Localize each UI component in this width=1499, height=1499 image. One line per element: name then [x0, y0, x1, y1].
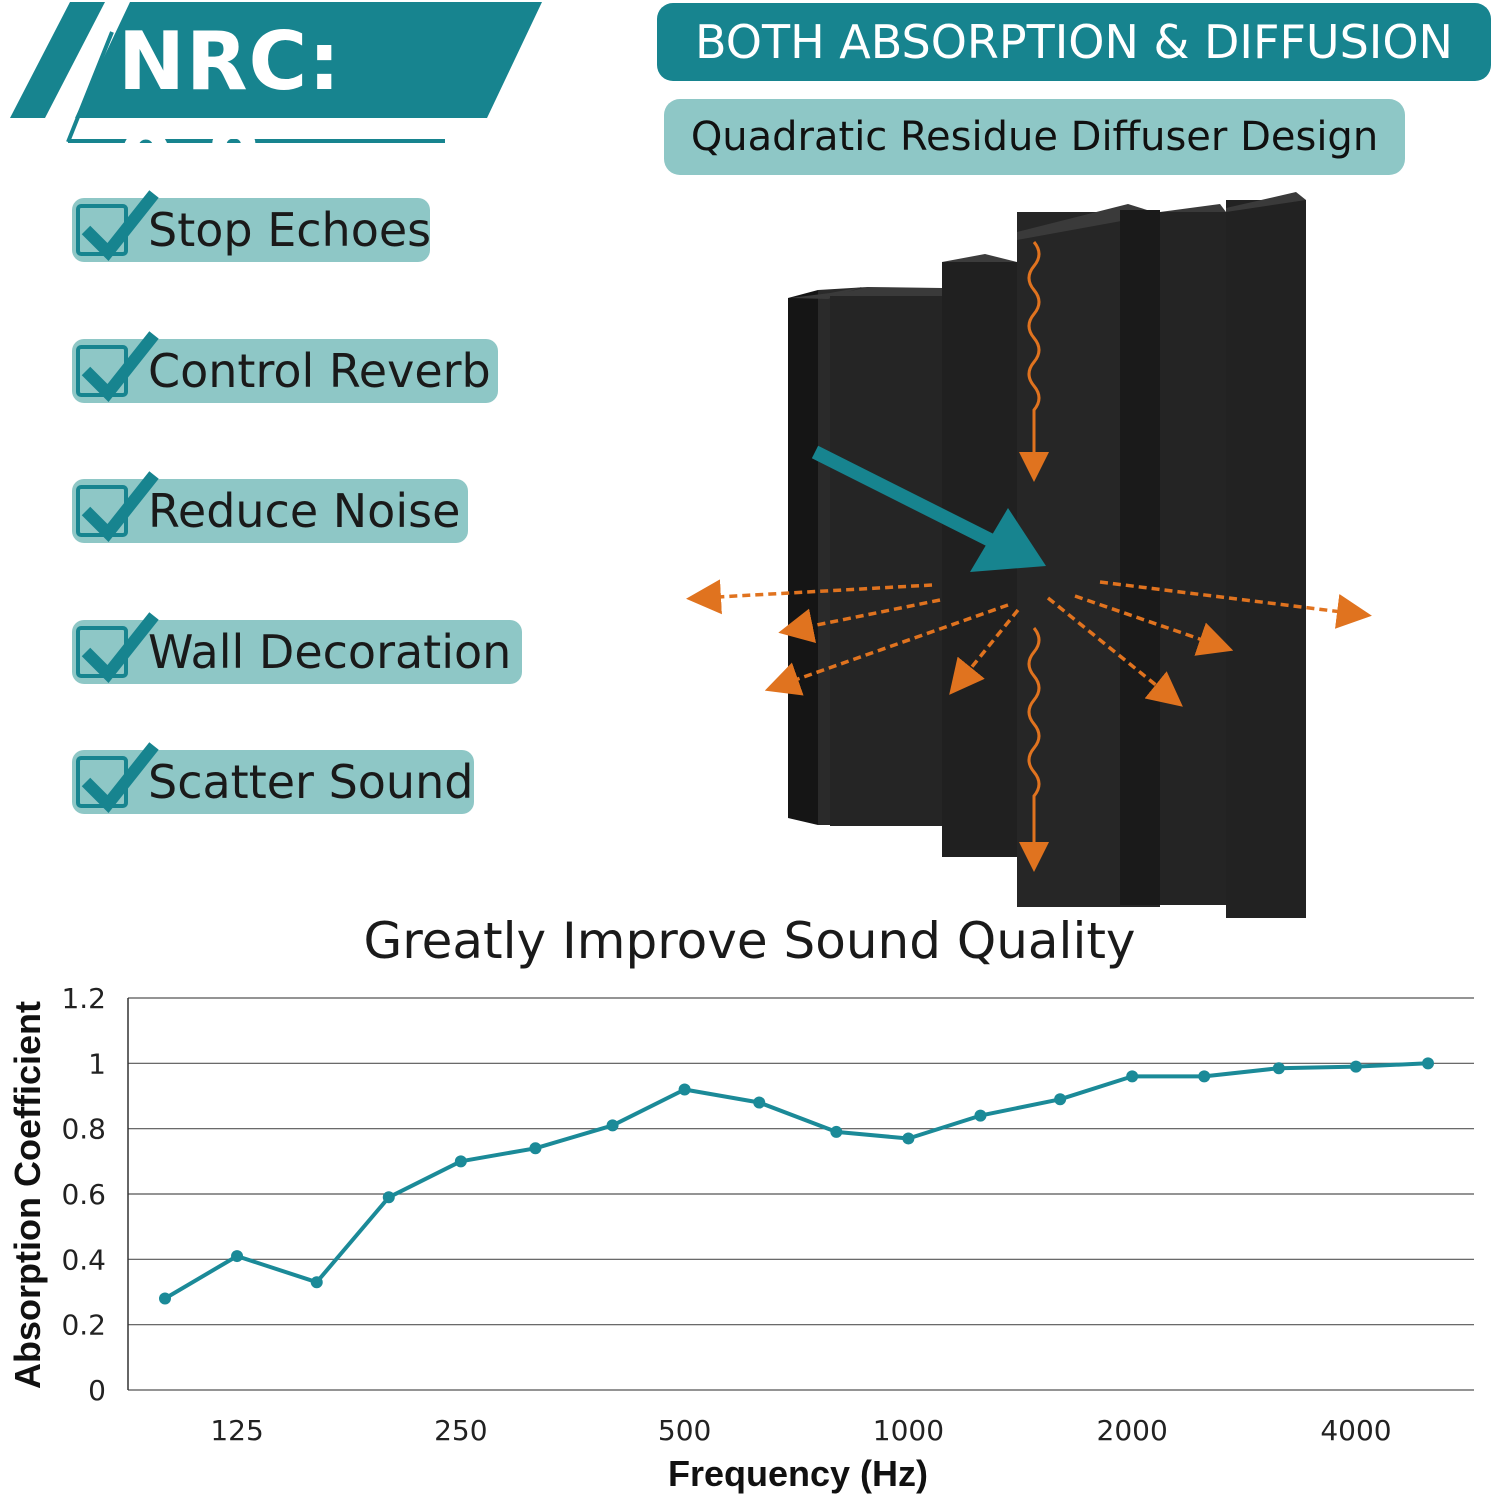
- data-point: [606, 1119, 619, 1132]
- checkbox-check-icon: [81, 612, 159, 684]
- data-point: [1198, 1070, 1211, 1083]
- x-tick-label: 1000: [873, 1414, 944, 1447]
- absorption-wave-top: [1019, 241, 1049, 482]
- absorption-series-line: [163, 1061, 1429, 1301]
- data-point: [529, 1142, 542, 1155]
- feature-label: Stop Echoes: [148, 203, 432, 257]
- subheadline-badge: Quadratic Residue Diffuser Design: [664, 99, 1405, 175]
- data-point: [753, 1096, 766, 1109]
- data-point: [382, 1191, 395, 1204]
- y-tick-labels: 0 0.2 0.4 0.6 0.8 1 1.2: [61, 982, 106, 1407]
- y-tick-label: 0.2: [61, 1309, 106, 1342]
- data-point: [1126, 1070, 1139, 1083]
- data-point: [1422, 1057, 1434, 1070]
- y-tick-label: 1.2: [61, 982, 106, 1015]
- checkbox-check-icon: [81, 190, 159, 262]
- x-tick-label: 2000: [1097, 1414, 1168, 1447]
- foam-panel: [788, 192, 1306, 918]
- checkbox-check-icon: [81, 331, 159, 403]
- x-tick-label: 125: [210, 1414, 263, 1447]
- incident-sound-arrow-icon: [811, 445, 1046, 572]
- y-tick-label: 0.8: [61, 1113, 106, 1146]
- y-tick-label: 0.6: [61, 1178, 106, 1211]
- data-point: [159, 1292, 171, 1305]
- x-tick-labels: 125 250 500 1000 2000 4000: [210, 1414, 1391, 1447]
- feature-label: Scatter Sound: [148, 755, 474, 809]
- data-point: [310, 1276, 323, 1289]
- chart-title: Greatly Improve Sound Quality: [363, 912, 1136, 970]
- x-axis-label: Frequency (Hz): [668, 1453, 928, 1494]
- checkbox-check-icon: [81, 471, 159, 543]
- banner-stripe: [10, 2, 105, 118]
- feature-label: Control Reverb: [148, 344, 491, 398]
- data-point: [830, 1125, 843, 1138]
- diffusion-arrows: [686, 579, 1372, 707]
- data-point: [974, 1109, 987, 1122]
- banner-accent-line: [66, 31, 114, 143]
- feature-label: Wall Decoration: [148, 625, 512, 679]
- data-point: [902, 1132, 915, 1145]
- nrc-banner: [10, 2, 542, 143]
- chart-gridlines: [128, 997, 1474, 1391]
- diffuser-panel-illustration: [686, 192, 1372, 918]
- data-point: [678, 1083, 691, 1096]
- absorption-wave-bottom: [1019, 627, 1049, 872]
- absorption-series-points: [159, 1057, 1434, 1305]
- y-axis-label: Absorption Coefficient: [7, 1001, 48, 1389]
- checkbox-check-icon: [81, 742, 159, 814]
- y-tick-label: 0.4: [61, 1243, 106, 1276]
- y-tick-label: 0: [88, 1374, 106, 1407]
- data-point: [1349, 1060, 1362, 1073]
- x-tick-label: 500: [658, 1414, 711, 1447]
- nrc-rating: NRC: 0.8: [118, 15, 342, 208]
- headline-badge: BOTH ABSORPTION & DIFFUSION: [657, 3, 1491, 81]
- feature-label: Reduce Noise: [148, 484, 461, 538]
- banner-shape: [75, 2, 542, 118]
- x-tick-label: 4000: [1320, 1414, 1391, 1447]
- x-tick-label: 250: [434, 1414, 487, 1447]
- absorption-chart: 00.20.40.60.811.2 125 250 500 1000 2000 4000 …: [7, 982, 1474, 1494]
- data-point: [454, 1155, 467, 1168]
- data-point: [231, 1250, 244, 1263]
- data-point: [1054, 1093, 1067, 1106]
- y-tick-label: 1: [88, 1047, 106, 1080]
- data-point: [1272, 1062, 1285, 1075]
